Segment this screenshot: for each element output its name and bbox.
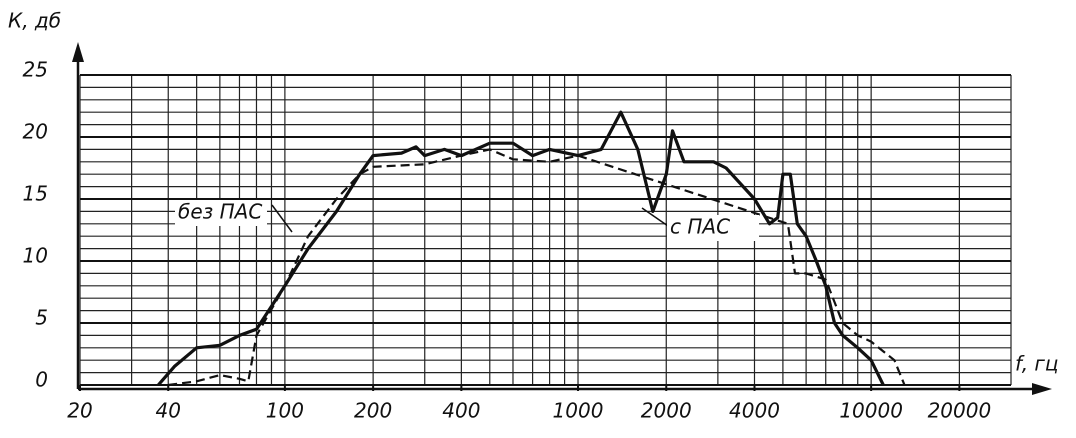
x-tick-label: 200 <box>354 399 392 423</box>
legend-label: без ПАС <box>178 200 262 224</box>
x-tick-label: 400 <box>442 399 480 423</box>
x-tick-label: 4000 <box>729 399 780 423</box>
y-tick-label: 20 <box>23 120 48 144</box>
x-tick-label: 2000 <box>641 399 692 423</box>
series-line <box>168 148 906 387</box>
y-tick-label: 0 <box>35 368 48 392</box>
y-axis-label: К, дб <box>8 9 61 33</box>
legend-leader <box>641 207 669 227</box>
legend-label: с ПАС <box>670 215 730 239</box>
legend-bg <box>667 215 759 241</box>
x-axis-label: f, гц <box>1015 352 1059 376</box>
legend-leader <box>271 204 293 233</box>
y-tick-label: 15 <box>23 182 48 206</box>
x-axis-arrow <box>1032 383 1052 395</box>
x-tick-label: 20000 <box>928 399 992 423</box>
x-tick-label: 1000 <box>553 399 604 423</box>
y-tick-label: 10 <box>23 244 48 268</box>
x-tick-label: 40 <box>156 399 181 423</box>
y-tick-label: 5 <box>35 306 48 330</box>
x-tick-label: 10000 <box>839 399 903 423</box>
y-axis-arrow <box>72 42 84 62</box>
legend-bg <box>175 200 267 226</box>
x-tick-label: 100 <box>266 399 304 423</box>
x-tick-label: 20 <box>67 399 92 423</box>
y-tick-label: 25 <box>23 58 48 82</box>
series-line <box>157 110 885 387</box>
